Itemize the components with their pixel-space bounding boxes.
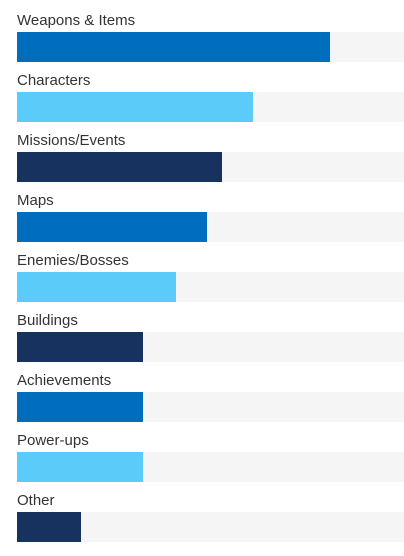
- bar: [17, 152, 222, 182]
- bar-track: [17, 212, 404, 242]
- bar: [17, 452, 143, 482]
- bar-row: Weapons & Items: [17, 12, 404, 62]
- category-label: Achievements: [17, 372, 112, 389]
- bar-track: [17, 32, 404, 62]
- bar-row: Maps: [17, 192, 404, 242]
- bar-track: [17, 152, 404, 182]
- bar-row: Power-ups: [17, 432, 404, 482]
- bar-track: [17, 512, 404, 542]
- category-label: Weapons & Items: [17, 12, 136, 29]
- bar-row: Enemies/Bosses: [17, 252, 404, 302]
- bar-row: Achievements: [17, 372, 404, 422]
- bar-row: Missions/Events: [17, 132, 404, 182]
- bar: [17, 32, 330, 62]
- bar: [17, 212, 207, 242]
- category-label: Characters: [17, 72, 91, 89]
- bar-track: [17, 332, 404, 362]
- category-label: Power-ups: [17, 432, 89, 449]
- category-label: Missions/Events: [17, 132, 126, 149]
- bar: [17, 512, 81, 542]
- bar-row: Characters: [17, 72, 404, 122]
- category-label: Buildings: [17, 312, 78, 329]
- bar: [17, 272, 176, 302]
- bar-track: [17, 272, 404, 302]
- bar-track: [17, 452, 404, 482]
- bar: [17, 332, 143, 362]
- bar-row: Other: [17, 492, 404, 542]
- category-label: Maps: [17, 192, 54, 209]
- bar-track: [17, 392, 404, 422]
- bar-track: [17, 92, 404, 122]
- bar: [17, 92, 253, 122]
- bar-row: Buildings: [17, 312, 404, 362]
- category-label: Enemies/Bosses: [17, 252, 129, 269]
- category-label: Other: [17, 492, 55, 509]
- bar: [17, 392, 143, 422]
